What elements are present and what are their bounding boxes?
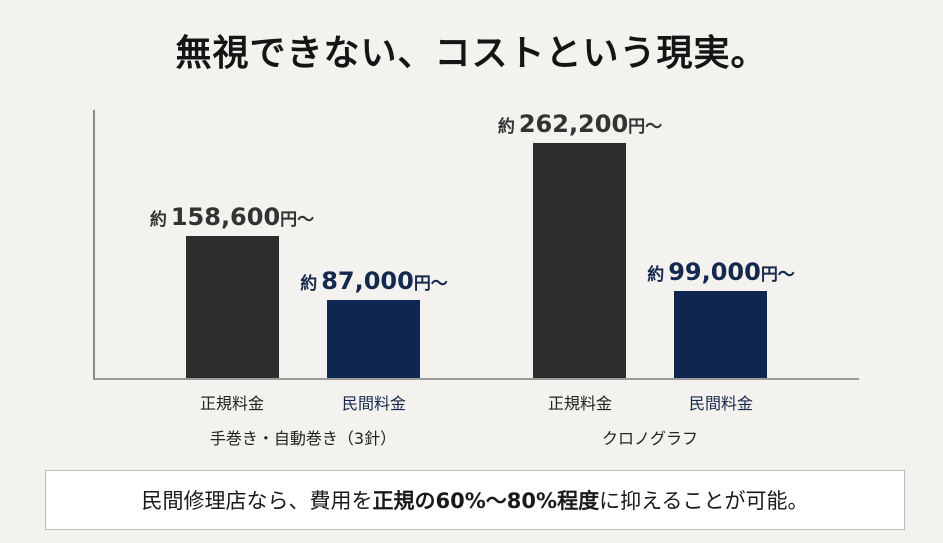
category-label-regular: 正規料金: [199, 394, 265, 413]
bar-regular-manual: [186, 236, 279, 378]
value-label-private-chrono: 約 99,000円〜: [647, 258, 795, 286]
value-label-private-manual: 約 87,000円〜: [300, 267, 448, 295]
value-label-regular-chrono: 約 262,200円〜: [497, 110, 663, 138]
summary-text-2: に抑えることが可能。: [599, 489, 809, 513]
summary-text-1: 民間修理店なら、費用を: [141, 489, 373, 513]
x-axis: [93, 378, 859, 380]
bar-private-manual: [327, 300, 420, 378]
chart-title: 無視できない、コストという現実。: [175, 33, 768, 74]
summary-box: 民間修理店なら、費用を 正規の60%〜80%程度 に抑えることが可能。: [45, 470, 905, 530]
bar-regular-chrono: [533, 143, 626, 378]
bar-private-chrono: [674, 291, 767, 378]
y-axis: [93, 110, 95, 380]
group-label-manual: 手巻き・自動巻き（3針）: [209, 429, 397, 448]
category-label-private: 民間料金: [688, 394, 754, 413]
summary-text-highlight: 正規の60%〜80%程度: [372, 489, 600, 513]
category-label-regular: 正規料金: [547, 394, 613, 413]
group-label-chrono: クロノグラフ: [601, 429, 699, 448]
category-label-private: 民間料金: [341, 394, 407, 413]
value-label-regular-manual: 約 158,600円〜: [149, 203, 315, 231]
